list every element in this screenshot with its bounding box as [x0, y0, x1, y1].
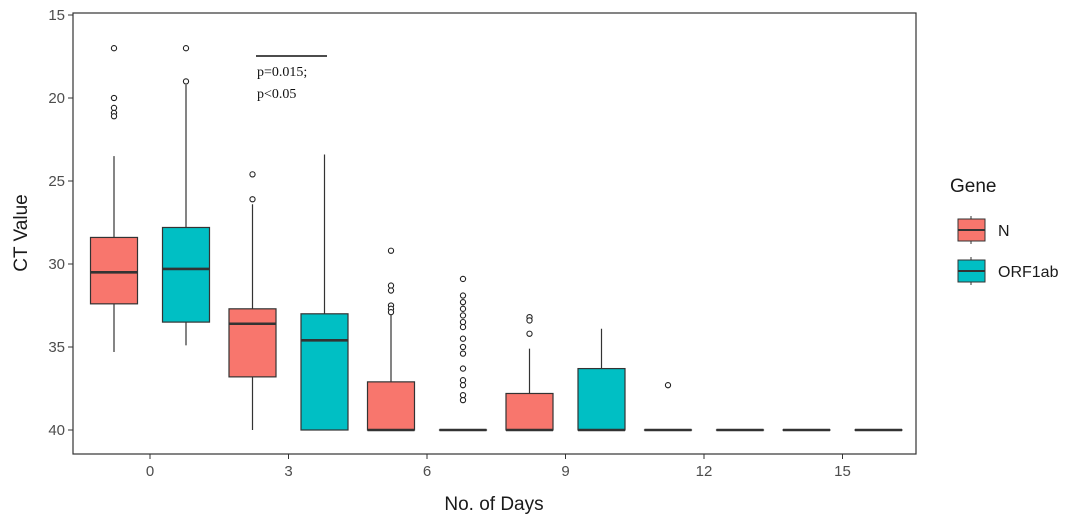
outlier-point: [459, 323, 467, 331]
legend-item-n: N: [957, 216, 1010, 244]
box-rect: [228, 308, 277, 378]
outlier-point: [526, 317, 533, 324]
legend: Gene N ORF1ab: [950, 176, 1059, 285]
x-tick-label: 15: [834, 463, 851, 480]
y-tick-label: 35: [48, 339, 65, 356]
outlier-point: [459, 396, 467, 404]
outlier-point: [110, 94, 118, 102]
outlier-point: [459, 365, 467, 372]
legend-label-n: N: [998, 223, 1010, 240]
box-n-day-9: [505, 313, 554, 432]
box-rect: [505, 392, 554, 431]
box-n-day-3: [228, 171, 277, 430]
outlier-point: [459, 391, 467, 399]
outlier-point: [459, 305, 467, 312]
box-n-day-12: [643, 382, 693, 432]
outlier-point: [249, 171, 256, 178]
outlier-point: [249, 196, 256, 203]
box-n-day-6: [366, 247, 416, 432]
legend-title: Gene: [950, 176, 996, 197]
outlier-point: [459, 377, 467, 384]
legend-label-orf1ab: ORF1ab: [998, 264, 1059, 281]
outlier-point: [459, 350, 467, 357]
annotation-line-2: p<0.05: [257, 87, 296, 102]
outlier-point: [110, 113, 118, 120]
x-tick-label: 6: [423, 463, 431, 480]
box-rect: [89, 236, 139, 305]
box-orf1ab-day-0: [161, 45, 211, 346]
y-tick-label: 15: [48, 7, 65, 24]
box-rect: [300, 313, 349, 431]
outlier-point: [459, 312, 467, 319]
box-orf1ab-day-6: [438, 275, 488, 432]
box-orf1ab-day-3: [300, 154, 349, 431]
outlier-point: [387, 247, 395, 254]
y-tick-label: 25: [48, 173, 65, 190]
y-tick-label: 30: [48, 256, 65, 273]
outlier-point: [459, 318, 467, 326]
annotation: p=0.015; p<0.05: [256, 55, 327, 102]
y-tick-label: 20: [48, 90, 65, 107]
outlier-point: [387, 282, 395, 289]
y-axis-title: CT Value: [11, 194, 32, 271]
x-tick-label: 0: [146, 463, 154, 480]
box-n-day-0: [89, 45, 139, 352]
box-rect: [577, 367, 626, 431]
outlier-point: [526, 330, 533, 337]
outlier-point: [459, 292, 467, 299]
outlier-point: [387, 308, 395, 316]
x-axis: 0 3 6 9 12 15: [146, 454, 851, 480]
outlier-point: [459, 275, 467, 283]
plot-panel: [72, 12, 917, 455]
outlier-point: [110, 104, 118, 112]
outlier-point: [664, 382, 672, 389]
outlier-point: [459, 382, 467, 389]
x-axis-title: No. of Days: [444, 494, 543, 515]
box-rect: [161, 226, 211, 323]
box-rect: [366, 381, 416, 431]
box-orf1ab-day-9: [577, 328, 626, 432]
box-layer: [89, 45, 903, 432]
annotation-line-1: p=0.015;: [257, 65, 307, 80]
y-axis: 15 20 25 30 35 40: [48, 7, 73, 439]
outlier-point: [459, 335, 467, 342]
x-tick-label: 9: [561, 463, 569, 480]
outlier-point: [387, 287, 395, 294]
outlier-point: [459, 299, 467, 306]
outlier-point: [459, 343, 467, 351]
outlier-point: [182, 45, 190, 52]
x-tick-label: 12: [696, 463, 713, 480]
x-tick-label: 3: [284, 463, 292, 480]
y-tick-label: 40: [48, 422, 65, 439]
legend-item-orf1ab: ORF1ab: [957, 257, 1059, 285]
outlier-point: [182, 78, 190, 85]
outlier-point: [110, 45, 118, 52]
